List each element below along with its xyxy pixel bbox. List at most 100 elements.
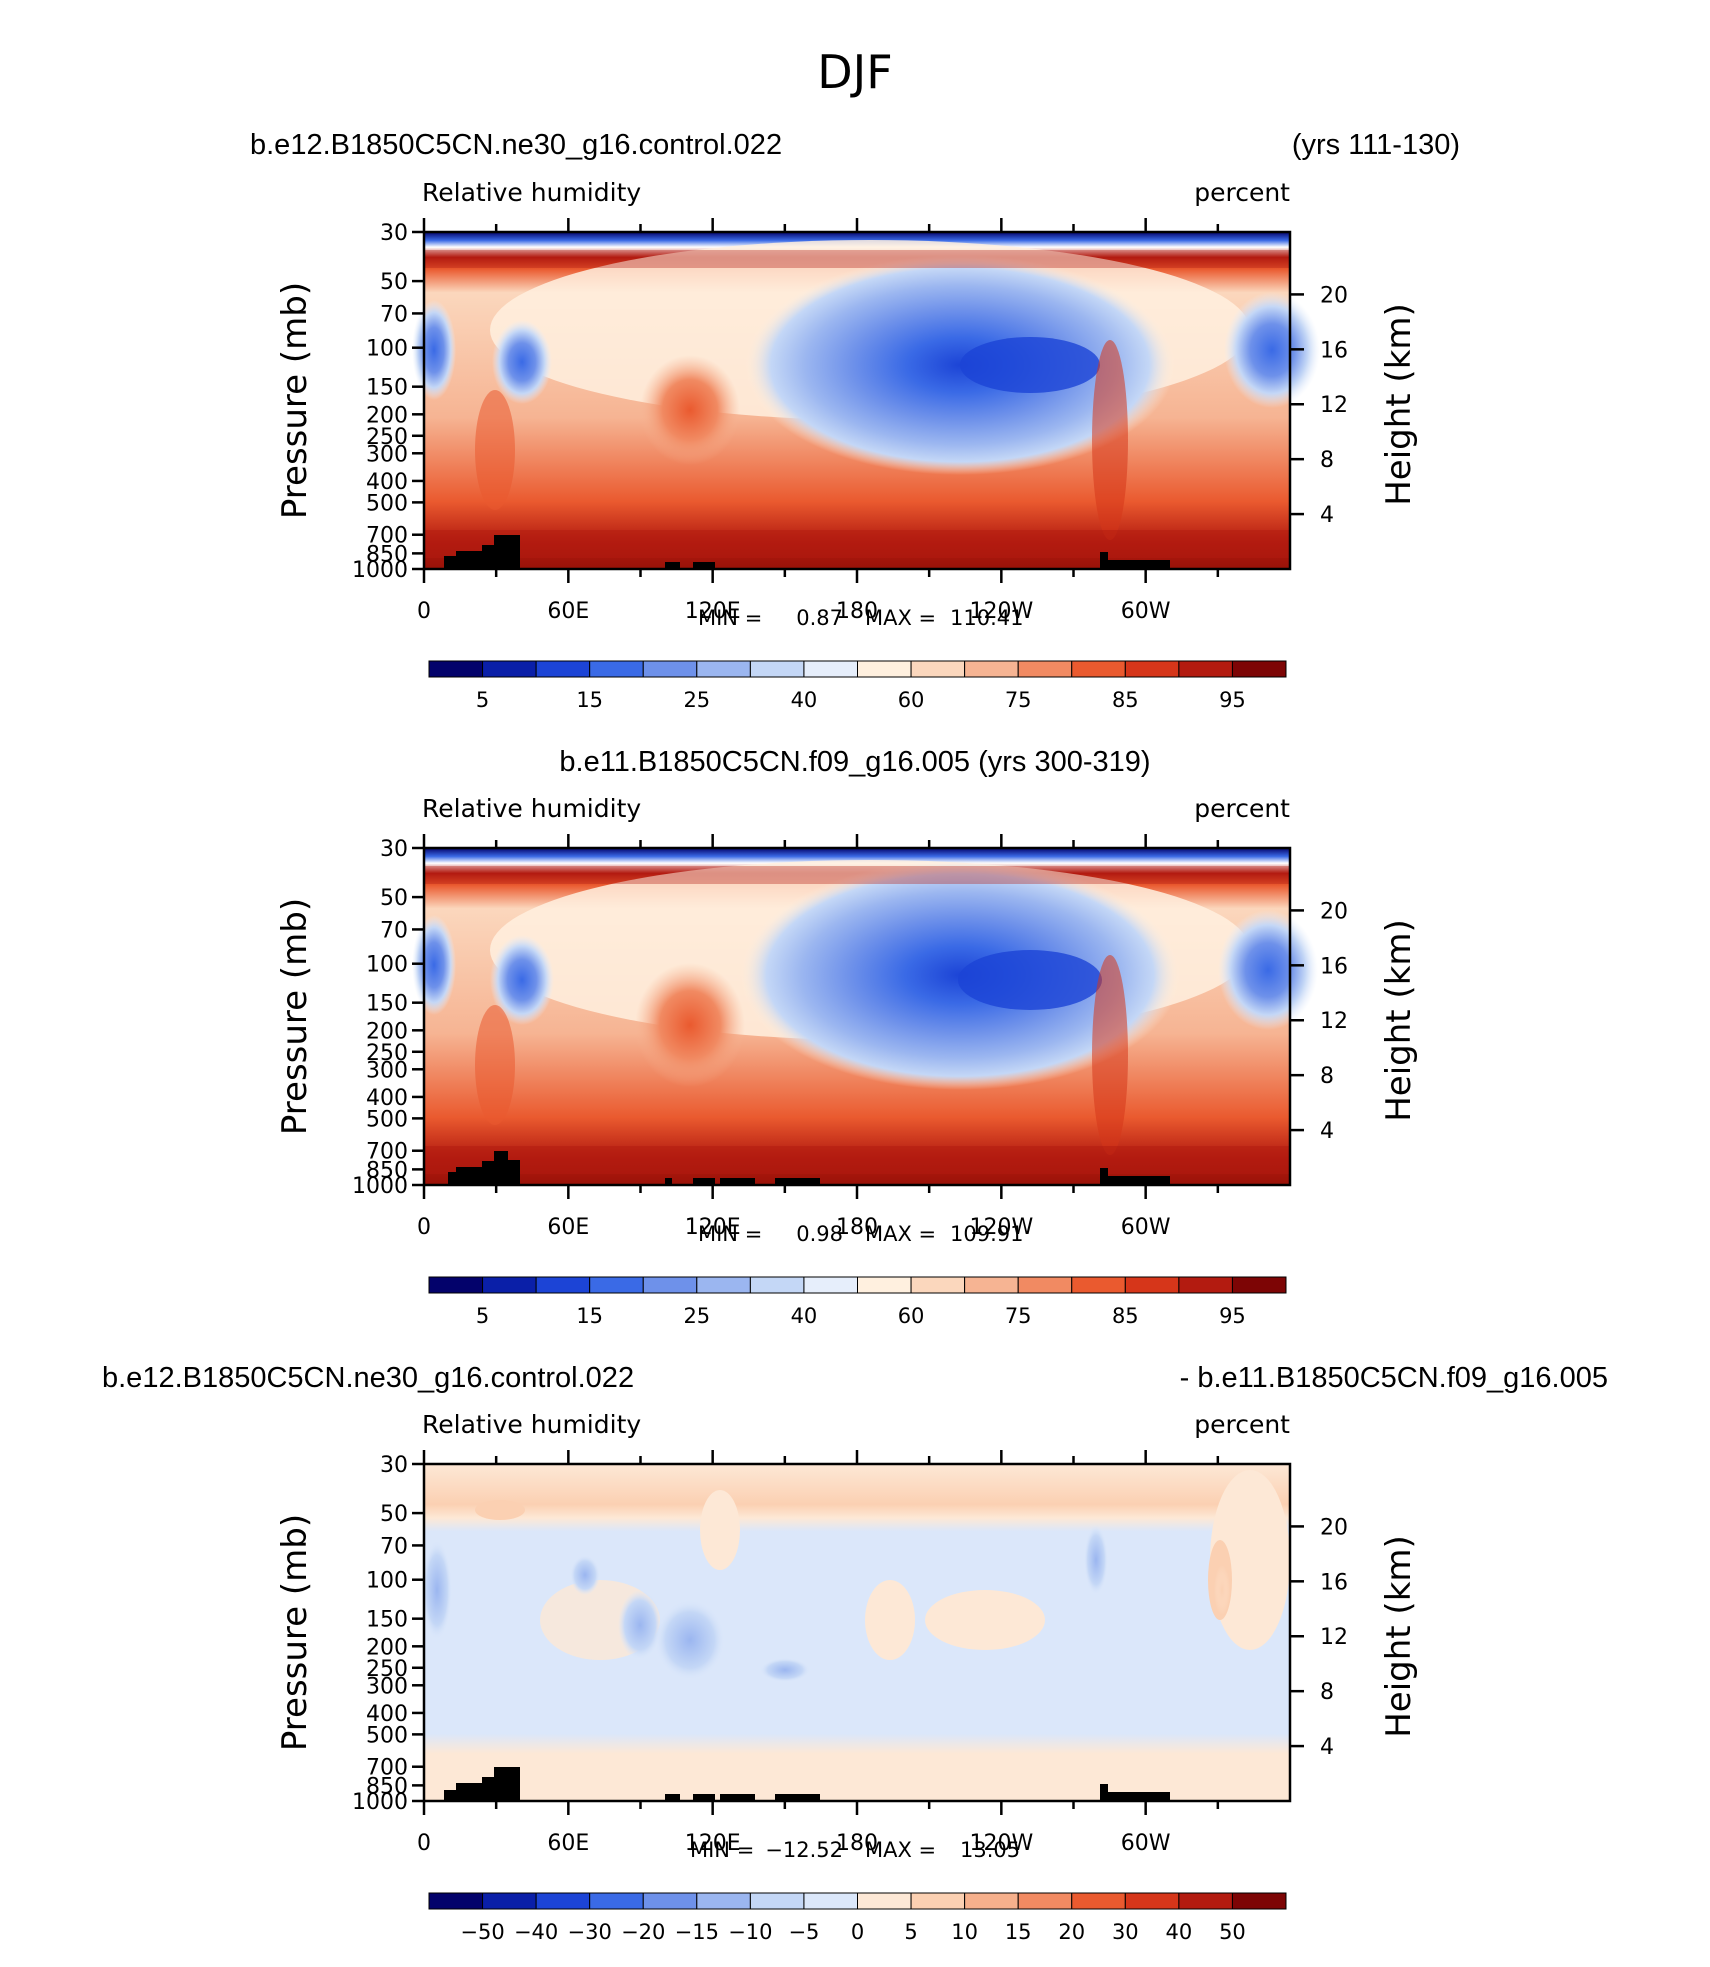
panel-1-max-value: 110.41 [950, 606, 1023, 630]
colorbar-swatch [749, 1276, 805, 1294]
x-tick-label: 120E [685, 1831, 741, 1856]
panel-3-max-label: MAX = [865, 1838, 936, 1862]
height-axis-title: Height (km) [1379, 1535, 1419, 1738]
colorbar-swatch [857, 660, 912, 678]
y-tick-label: 500 [366, 1107, 408, 1132]
panel-3-min-value: −12.52 [765, 1838, 843, 1862]
y-tick-label: 70 [380, 302, 408, 327]
height-tick-label: 4 [1320, 503, 1334, 528]
colorbar-swatch [1124, 660, 1180, 678]
panel-1: b.e12.B1850C5CN.ne30_g16.control.022 (yr… [250, 129, 1460, 712]
y-tick-label: 70 [380, 918, 408, 943]
colorbar-swatch [535, 1892, 591, 1910]
panel-1-variable-label: Relative humidity [422, 178, 641, 207]
colorbar-label: 60 [898, 688, 925, 712]
colorbar-swatch [857, 1892, 912, 1910]
y-tick-label: 30 [380, 221, 408, 246]
colorbar-label: 75 [1005, 1304, 1032, 1328]
colorbar-label: 25 [683, 688, 710, 712]
y-tick-label: 250 [366, 1041, 408, 1066]
height-tick-label: 16 [1320, 954, 1348, 979]
height-tick-label: 20 [1320, 283, 1348, 308]
panel-2: b.e11.B1850C5CN.f09_g16.005 (yrs 300-319… [275, 746, 1419, 1328]
colorbar-swatch [1124, 1892, 1180, 1910]
y-tick-label: 400 [366, 1702, 408, 1727]
y-tick-label: 50 [380, 886, 408, 911]
panel-2-contour-field [412, 848, 1318, 1185]
panel-2-max-label: MAX = [865, 1222, 936, 1246]
colorbar-label: −20 [621, 1920, 665, 1944]
panel-2-units-label: percent [1194, 794, 1290, 823]
colorbar-swatch [910, 1276, 966, 1294]
colorbar-swatch [589, 660, 644, 678]
x-tick-label: 120E [685, 1215, 741, 1240]
y-tick-label: 1000 [352, 1790, 408, 1815]
colorbar-swatch [428, 1892, 484, 1910]
panel-3-max-value: 13.05 [960, 1838, 1020, 1862]
panel-3-contour-field [422, 1464, 1290, 1801]
colorbar-swatch [749, 1892, 805, 1910]
colorbar-label: 10 [951, 1920, 978, 1944]
colorbar-label: 25 [683, 1304, 710, 1328]
height-axis-title: Height (km) [1379, 919, 1419, 1122]
panel-1-units-label: percent [1194, 178, 1290, 207]
y-tick-label: 1000 [352, 1174, 408, 1199]
y-tick-label: 850 [366, 1158, 408, 1183]
x-tick-label: 0 [417, 1831, 431, 1856]
height-tick-label: 16 [1320, 338, 1348, 363]
colorbar-swatch [642, 1276, 698, 1294]
colorbar-label: 95 [1219, 688, 1246, 712]
colorbar-label: 40 [791, 688, 818, 712]
colorbar-label: 5 [904, 1920, 917, 1944]
x-tick-label: 180 [836, 599, 878, 624]
colorbar-label: 60 [898, 1304, 925, 1328]
panel-3-title-left: b.e12.B1850C5CN.ne30_g16.control.022 [102, 1362, 634, 1394]
colorbar-label: 15 [576, 688, 603, 712]
y-tick-label: 200 [366, 1019, 408, 1044]
colorbar-swatch [1071, 1276, 1126, 1294]
y-tick-label: 200 [366, 1635, 408, 1660]
colorbar-swatch [1071, 1892, 1126, 1910]
colorbar-swatch [910, 660, 966, 678]
colorbar-label: −40 [514, 1920, 558, 1944]
colorbar-swatch [1178, 1276, 1233, 1294]
colorbar-label: 5 [476, 688, 489, 712]
colorbar-swatch [1178, 660, 1233, 678]
x-tick-label: 120E [685, 599, 741, 624]
panel-2-min-value: 0.98 [796, 1222, 843, 1246]
y-tick-label: 850 [366, 542, 408, 567]
colorbar-label: 40 [1166, 1920, 1193, 1944]
panel-2-title: b.e11.B1850C5CN.f09_g16.005 (yrs 300-319… [559, 746, 1150, 778]
colorbar-swatch [482, 660, 537, 678]
height-tick-label: 4 [1320, 1735, 1334, 1760]
colorbar-swatch [1071, 660, 1126, 678]
height-tick-label: 12 [1320, 1625, 1348, 1650]
y-tick-label: 300 [366, 1674, 408, 1699]
y-tick-label: 50 [380, 1502, 408, 1527]
height-tick-label: 20 [1320, 899, 1348, 924]
y-axis-title: Pressure (mb) [275, 282, 315, 519]
panel-3-colorbar: −50 −40 −30 −20 −15 −10 −5 0 5 10 15 20 30 40 50 [428, 1892, 1287, 1944]
colorbar-swatch [1017, 1892, 1073, 1910]
x-tick-label: 120W [969, 1215, 1033, 1240]
panel-1-colorbar: 5 15 25 40 60 75 85 95 [428, 660, 1287, 712]
colorbar-label: 40 [791, 1304, 818, 1328]
colorbar-swatch [857, 1276, 912, 1294]
colorbar-label: 50 [1219, 1920, 1246, 1944]
height-tick-label: 20 [1320, 1515, 1348, 1540]
x-tick-label: 180 [836, 1215, 878, 1240]
colorbar-label: 95 [1219, 1304, 1246, 1328]
colorbar-swatch [696, 660, 751, 678]
height-tick-label: 8 [1320, 448, 1334, 473]
panel-2-colorbar: 5 15 25 40 60 75 85 95 [428, 1276, 1287, 1328]
colorbar-swatch [803, 1892, 858, 1910]
colorbar-label: 75 [1005, 688, 1032, 712]
y-tick-label: 700 [366, 1140, 408, 1165]
colorbar-swatch [964, 660, 1019, 678]
y-tick-label: 250 [366, 425, 408, 450]
colorbar-swatch [696, 1276, 751, 1294]
x-tick-label: 60W [1121, 599, 1171, 624]
y-tick-label: 500 [366, 491, 408, 516]
